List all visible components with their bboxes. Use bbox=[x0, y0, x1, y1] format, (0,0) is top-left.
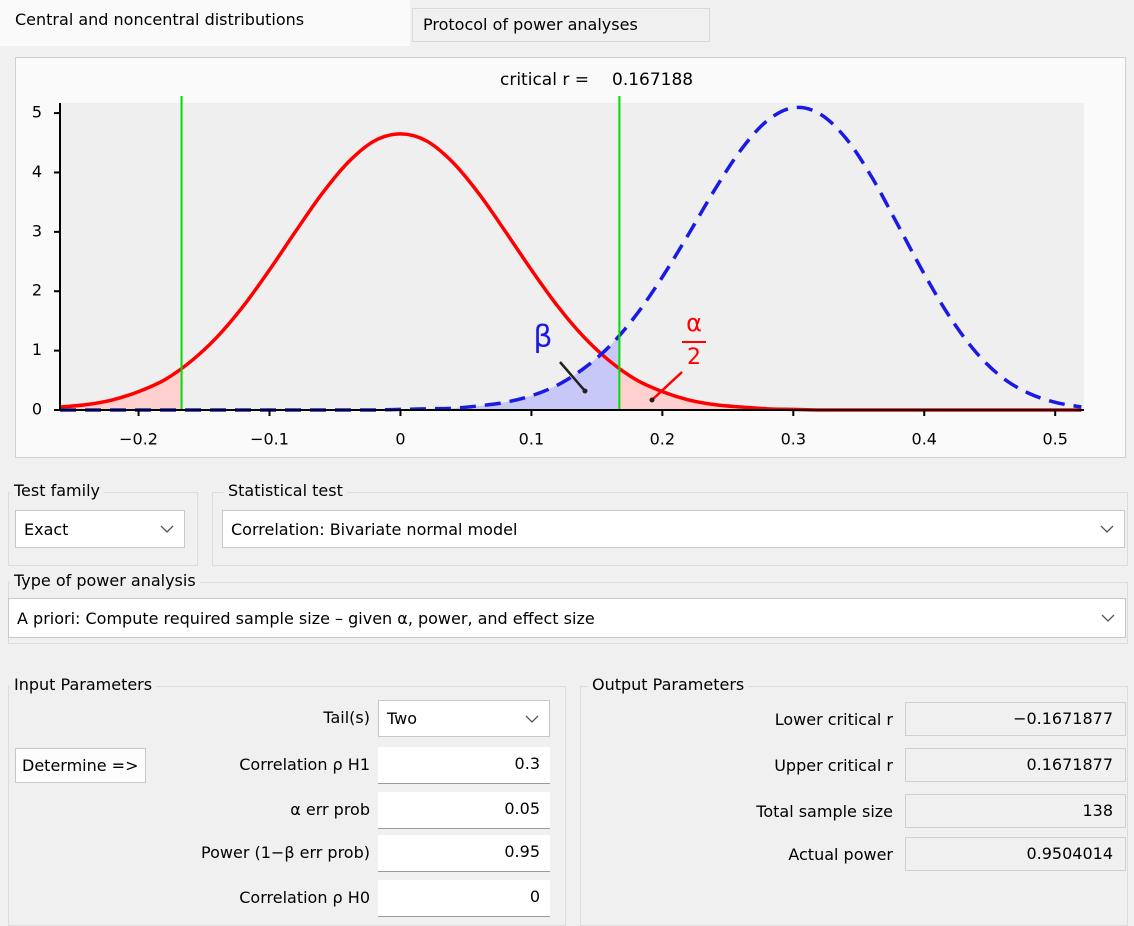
x-tick-label: −0.2 bbox=[119, 430, 158, 449]
y-tick-label: 0 bbox=[32, 400, 42, 419]
parameter-label: Tail(s) bbox=[323, 708, 370, 727]
group-label: Statistical test bbox=[224, 481, 347, 500]
alpha-denominator: 2 bbox=[687, 345, 701, 370]
tab[interactable]: Protocol of power analyses bbox=[412, 8, 710, 42]
beta-pointer bbox=[559, 361, 586, 392]
dropdown-value: Exact bbox=[24, 519, 69, 539]
group-label: Type of power analysis bbox=[10, 571, 200, 590]
input-field[interactable]: 0.95 bbox=[378, 835, 550, 872]
dropdown-value: A priori: Compute required sample size –… bbox=[17, 608, 595, 628]
y-tick-label: 4 bbox=[32, 162, 42, 181]
x-tick-label: 0.4 bbox=[912, 430, 937, 449]
input-field[interactable]: 0.3 bbox=[378, 747, 550, 784]
parameter-label: Upper critical r bbox=[774, 756, 893, 775]
chevron bbox=[525, 715, 539, 723]
chevron bbox=[160, 525, 174, 533]
x-tick-label: 0.3 bbox=[781, 430, 806, 449]
input-field[interactable]: 0.05 bbox=[378, 792, 550, 829]
dropdown[interactable]: Exact bbox=[15, 510, 185, 548]
output-field: −0.1671877 bbox=[905, 702, 1126, 736]
chevron bbox=[1101, 614, 1115, 622]
chart: critical r = 0.167188 0 1 2 3 4 5 −0.2 −0.1 0 0.1… bbox=[32, 70, 1084, 449]
group-label: Test family bbox=[10, 481, 104, 500]
input-field[interactable]: 0 bbox=[378, 880, 550, 917]
group-label: Input Parameters bbox=[10, 675, 157, 694]
x-tick-label: 0.1 bbox=[519, 430, 544, 449]
plot-area bbox=[60, 103, 1084, 410]
parameter-label: α err prob bbox=[290, 800, 370, 819]
parameter-label: Total sample size bbox=[756, 802, 893, 821]
critical-value: 0.167188 bbox=[612, 70, 693, 90]
parameter-label: Correlation ρ H1 bbox=[239, 755, 370, 774]
y-tick-label: 5 bbox=[32, 103, 42, 122]
y-tick-label: 1 bbox=[32, 340, 42, 359]
dropdown-value: Two bbox=[387, 709, 417, 728]
dropdown[interactable]: A priori: Compute required sample size –… bbox=[8, 598, 1126, 638]
parameter-label: Actual power bbox=[788, 845, 893, 864]
beta-dot bbox=[582, 388, 588, 394]
dropdown-value: Correlation: Bivariate normal model bbox=[231, 519, 518, 539]
probability-area bbox=[181, 335, 620, 411]
alpha-dot bbox=[649, 397, 655, 403]
y-tick-label: 2 bbox=[32, 281, 42, 300]
beta-label: β bbox=[533, 320, 552, 355]
parameter-label: Lower critical r bbox=[774, 710, 893, 729]
distribution-curve bbox=[60, 105, 1082, 412]
determine-button[interactable]: Determine => bbox=[15, 748, 146, 783]
x-tick-label: 0 bbox=[395, 430, 405, 449]
parameter-label: Correlation ρ H0 bbox=[239, 888, 370, 907]
chart-title: critical r = bbox=[500, 70, 589, 90]
x-tick-label: 0.5 bbox=[1042, 430, 1067, 449]
chevron bbox=[1100, 525, 1114, 533]
output-field: 0.1671877 bbox=[905, 748, 1126, 782]
x-tick-label: −0.1 bbox=[250, 430, 289, 449]
alpha-pointer bbox=[651, 371, 683, 401]
alpha-label: α bbox=[686, 309, 702, 337]
dropdown[interactable]: Correlation: Bivariate normal model bbox=[222, 510, 1125, 548]
statistical-test-group bbox=[212, 492, 1128, 566]
output-field: 0.9504014 bbox=[905, 837, 1126, 871]
dropdown[interactable]: Two bbox=[378, 700, 550, 737]
parameter-label: Power (1−β err prob) bbox=[201, 843, 370, 862]
group-label: Output Parameters bbox=[588, 675, 749, 694]
tab-selected[interactable]: Central and noncentral distributions bbox=[0, 0, 410, 46]
y-tick-label: 3 bbox=[32, 221, 42, 240]
x-tick-label: 0.2 bbox=[650, 430, 675, 449]
output-field: 138 bbox=[905, 794, 1126, 828]
